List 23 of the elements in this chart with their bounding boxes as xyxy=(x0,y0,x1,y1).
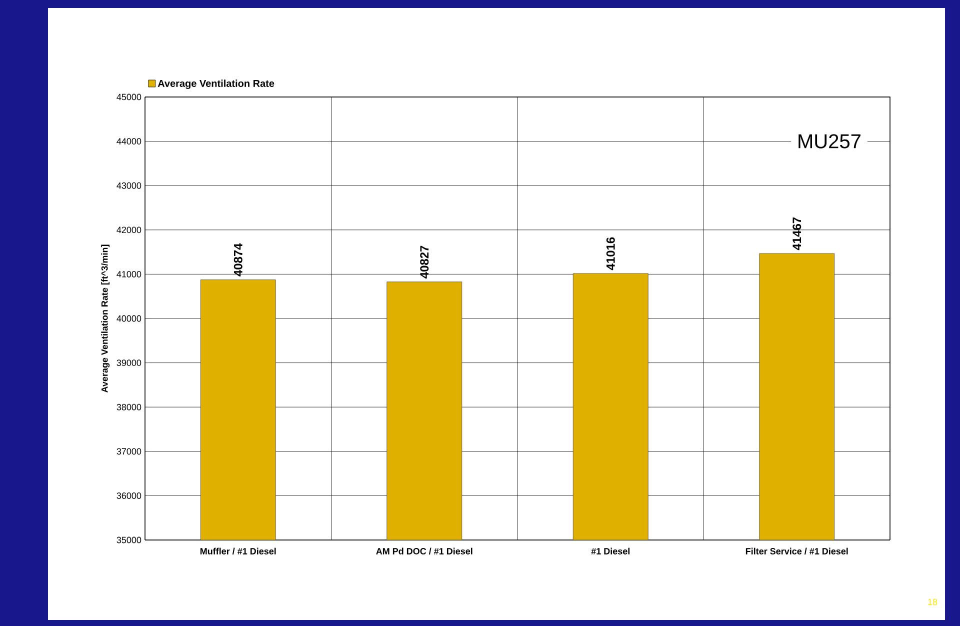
x-tick-label: Filter Service / #1 Diesel xyxy=(746,548,848,554)
y-tick-label: 39000 xyxy=(116,360,142,366)
y-tick-label: 42000 xyxy=(116,226,142,234)
y-tick-label: 41000 xyxy=(116,271,142,278)
y-tick-label: 38000 xyxy=(116,404,142,410)
y-tick-label: 44000 xyxy=(116,138,142,144)
data-label: 40874 xyxy=(234,243,242,276)
x-tick-label: Muffler / #1 Diesel xyxy=(200,548,276,554)
data-label: 40827 xyxy=(420,246,429,278)
data-label: 41467 xyxy=(792,217,802,250)
x-tick-label: AM Pd DOC / #1 Diesel xyxy=(376,548,472,554)
y-tick-label: 36000 xyxy=(116,492,142,499)
legend-label: Average Ventilation Rate xyxy=(158,80,274,89)
text: 18 xyxy=(928,598,938,606)
data-label: 41016 xyxy=(606,237,615,270)
y-tick-label: 43000 xyxy=(116,182,142,189)
annotation: MU257 xyxy=(798,134,860,148)
y-tick-label: 35000 xyxy=(116,536,142,544)
y-tick-label: 37000 xyxy=(116,448,142,455)
y-axis-title: Average Ventilation Rate [ft^3/min] xyxy=(101,244,110,393)
x-tick-label: #1 Diesel xyxy=(591,548,630,554)
y-tick-label: 40000 xyxy=(116,315,142,322)
y-tick-label: 45000 xyxy=(116,94,142,100)
